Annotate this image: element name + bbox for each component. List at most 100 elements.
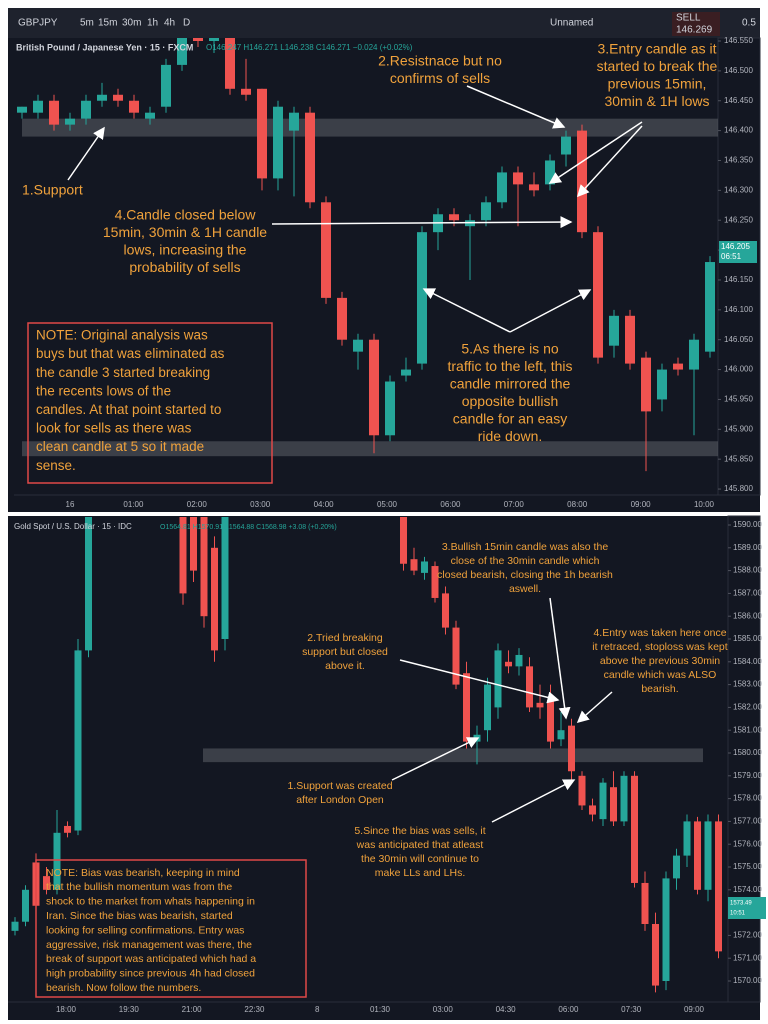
time-tick-label: 21:00: [182, 1005, 203, 1014]
candle-body: [631, 775, 638, 883]
note-line: break of support was anticipated which h…: [46, 953, 256, 965]
annotation: 1.Support: [22, 182, 83, 198]
time-tick-label: 03:00: [250, 500, 271, 509]
last-price-box: [728, 897, 766, 919]
candle-body: [161, 64, 171, 107]
price-tick-label: 1571.00: [733, 953, 762, 962]
candle-body: [481, 202, 491, 221]
candle-body: [452, 627, 460, 685]
note-line: Iran. Since the bias was bearish, starte…: [46, 910, 233, 922]
price-tick-label: 1589.00: [733, 543, 762, 552]
note-line: high probability since previous 4h had c…: [46, 968, 255, 980]
price-tick-label: 1588.00: [733, 566, 762, 575]
annotation: support but closed: [302, 646, 388, 658]
arrows: [67, 85, 643, 823]
annotation: 2.Resistnace but no: [378, 53, 502, 69]
price-tick-label: 1587.00: [733, 589, 762, 598]
price-tick-label: 1590.00: [733, 520, 762, 529]
last-price: 146.205: [721, 242, 750, 251]
price-tick-label: 1583.00: [733, 680, 762, 689]
note-line: that the bullish momentum was from the: [46, 881, 232, 893]
price-tick-label: 1585.00: [733, 634, 762, 643]
toolbar-item[interactable]: Unnamed: [550, 18, 593, 29]
annotation: the 30min will continue to: [361, 853, 479, 865]
toolbar-item[interactable]: 30m: [122, 18, 141, 29]
candle-body: [401, 369, 411, 376]
price-tick-label: 1582.00: [733, 703, 762, 712]
candle-body: [561, 136, 571, 155]
toolbar-item[interactable]: 4h: [164, 18, 175, 29]
annotation: 1.Support was created: [287, 780, 392, 792]
time-tick-label: 05:00: [377, 500, 398, 509]
last-price: 1573.49: [730, 901, 752, 907]
annotation: ride down.: [478, 428, 543, 444]
toolbar-item[interactable]: 15m: [98, 18, 117, 29]
note-box: [35, 859, 307, 998]
candle-body: [257, 88, 267, 179]
annotation: 3.Entry candle as it: [597, 41, 716, 57]
note-line: NOTE: Bias was bearish, keeping in mind: [46, 867, 240, 879]
price-tick-label: 1577.00: [733, 817, 762, 826]
candle-body: [683, 821, 691, 856]
annotation: above it.: [325, 660, 365, 672]
annotation: 4.Entry was taken here once: [593, 627, 726, 639]
candle-body: [273, 106, 283, 179]
time-tick-label: 04:30: [496, 1005, 517, 1014]
candle-body: [190, 517, 197, 571]
annotation: bearish.: [641, 683, 678, 695]
candle-body: [526, 666, 533, 708]
candle-body: [129, 100, 139, 113]
candle-body: [536, 702, 544, 708]
candle-body: [431, 566, 439, 598]
price-tick-label: 146.100: [724, 305, 753, 314]
time-tick-label: 03:00: [433, 1005, 454, 1014]
price-tick-label: 1578.00: [733, 794, 762, 803]
time-tick-label: 19:30: [119, 1005, 140, 1014]
price-tick-label: 1579.00: [733, 771, 762, 780]
note-line: clean candle at 5 so it made: [36, 439, 204, 454]
time-tick-label: 06:00: [440, 500, 461, 509]
candle-body: [211, 547, 218, 651]
bottom-candles: [11, 517, 722, 993]
time-tick-label: 01:30: [370, 1005, 391, 1014]
price-tick-label: 1575.00: [733, 862, 762, 871]
annotation: it retraced, stoploss was kept: [592, 641, 727, 653]
candle-body: [49, 100, 59, 125]
annotation: above the previous 30min: [600, 655, 720, 667]
sell-button[interactable]: [672, 12, 720, 36]
time-tick-label: 22:30: [244, 1005, 265, 1014]
time-tick-label: 02:00: [187, 500, 208, 509]
candle-body: [599, 782, 607, 820]
note-line: candles. At that point started to: [36, 402, 221, 417]
toolbar-item: SELL: [676, 13, 701, 24]
annotation: candle for an easy: [453, 411, 567, 427]
toolbar-item[interactable]: D: [183, 18, 190, 29]
toolbar-item[interactable]: 1h: [147, 18, 158, 29]
bottom-panel: [8, 516, 760, 1020]
annotation: opposite bullish: [462, 393, 559, 409]
time-tick-label: 08:00: [567, 500, 588, 509]
price-tick-label: 145.900: [724, 424, 753, 433]
support-zone: [22, 441, 718, 457]
price-tick-label: 1570.00: [733, 976, 762, 985]
candle-body: [497, 172, 507, 203]
candle-body: [529, 184, 539, 191]
annotation: close of the 30min candle which: [451, 555, 600, 567]
annotation: lows, increasing the: [124, 242, 247, 258]
candle-body: [64, 825, 71, 833]
countdown: 06:51: [721, 252, 742, 261]
annotation: 5.As there is no: [461, 341, 558, 357]
note-line: the candle 3 started breaking: [36, 365, 210, 380]
annotation: 3.Bullish 15min candle was also the: [442, 541, 609, 553]
toolbar-item: 146.269: [676, 25, 713, 36]
candle-body: [410, 559, 418, 571]
toolbar-item[interactable]: 5m: [80, 18, 94, 29]
candle-body: [85, 517, 92, 651]
candle-body: [22, 889, 29, 922]
price-tick-label: 1580.00: [733, 748, 762, 757]
annotation: previous 15min,: [608, 76, 707, 92]
note-line: shock to the market from whats happening…: [46, 896, 255, 908]
annotation: closed bearish, closing the 1h bearish: [437, 569, 613, 581]
candle-body: [463, 673, 470, 742]
annotation: 5.Since the bias was sells, it: [354, 825, 485, 837]
